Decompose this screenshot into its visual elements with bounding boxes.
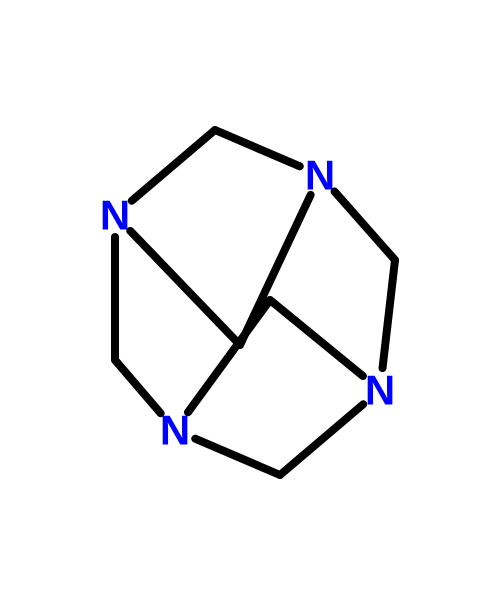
- bond: [130, 231, 240, 345]
- bond: [270, 300, 363, 376]
- nitrogen-atom-label: N: [100, 192, 130, 239]
- bond: [335, 191, 395, 260]
- bond: [115, 360, 161, 413]
- nitrogen-atom-label: N: [305, 152, 335, 199]
- nitrogen-atom-label: N: [160, 407, 190, 454]
- bond: [383, 260, 395, 368]
- bond: [280, 404, 363, 475]
- bond: [195, 439, 280, 475]
- bond: [188, 300, 270, 412]
- bond: [132, 130, 215, 201]
- nitrogen-atom-label: N: [365, 367, 395, 414]
- molecule-diagram: N N N N: [0, 0, 500, 600]
- bond: [215, 130, 300, 166]
